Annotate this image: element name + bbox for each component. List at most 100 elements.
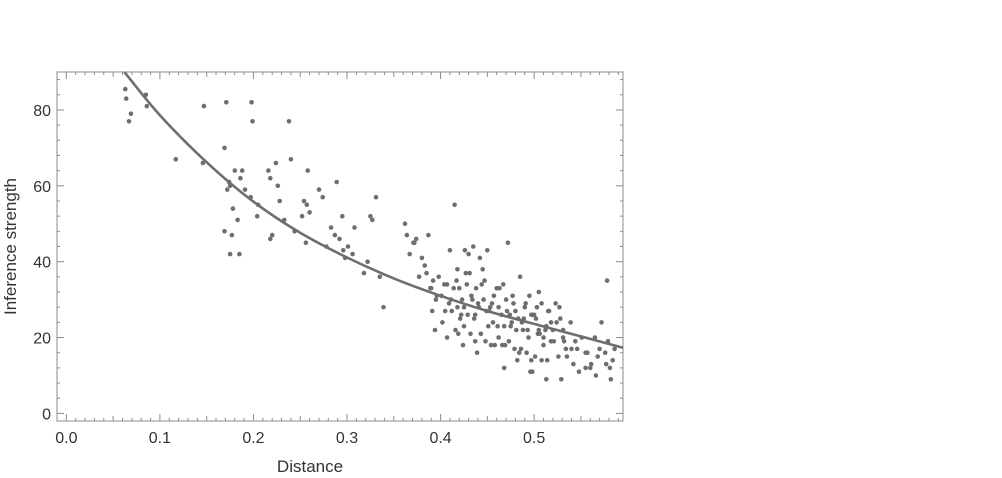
data-point [447,248,453,253]
data-point [304,202,310,208]
data-point [583,365,588,371]
data-point [254,213,260,219]
x-tick-label: 0.5 [523,430,545,447]
data-point [407,251,413,257]
axis-ticks [57,72,623,421]
data-point [301,198,307,204]
data-point [533,316,539,321]
data-point [490,320,496,325]
data-point [433,297,439,302]
data-point [268,236,273,242]
data-point [556,354,561,359]
data-point [426,232,431,238]
data-point [449,308,455,314]
data-point [239,168,245,173]
data-point [249,100,254,105]
data-point [569,346,574,352]
data-point [250,119,255,124]
data-point [299,213,305,219]
data-point [475,301,481,306]
data-point [491,293,497,299]
data-point [472,312,478,318]
data-point [544,377,549,382]
data-point [457,316,463,321]
data-point [511,301,516,306]
data-point [454,278,459,283]
data-point [456,331,461,337]
data-point [225,187,230,192]
data-point [483,339,488,344]
data-point [509,320,514,325]
data-point [576,369,582,375]
data-point [608,377,614,382]
data-point [227,251,233,257]
data-point [482,278,487,283]
data-point [462,248,468,253]
data-point [457,285,462,291]
data-point [128,111,134,116]
y-tick-label: 0 [42,406,51,423]
data-point [275,183,281,189]
data-point [588,365,593,371]
x-tick-label: 0.3 [336,430,358,447]
data-point [429,308,435,314]
data-point [266,168,271,173]
data-point [422,263,428,268]
data-point [419,255,425,261]
y-tick-label: 60 [33,179,51,196]
data-point [557,304,562,310]
data-point [288,157,294,162]
data-point [316,187,322,192]
data-point [543,327,548,333]
data-point [232,168,238,173]
fit-curve [123,71,624,350]
data-point [501,323,507,329]
data-point [508,323,513,329]
data-point [460,342,466,348]
data-point [527,293,532,299]
data-point [222,145,227,151]
data-point [455,267,460,272]
data-point [222,229,227,234]
x-tick-label: 0.0 [55,430,77,447]
data-point [506,339,512,344]
tick-labels: 0.0 0.1 0.2 0.3 0.4 0.5 0 20 40 60 80 [33,103,545,447]
data-point [563,346,569,352]
data-point [229,232,235,238]
data-point [517,274,523,280]
data-point [286,119,292,124]
data-point [539,301,544,306]
data-point [558,316,563,321]
data-point [413,236,419,242]
data-point [453,327,458,333]
data-point [561,339,567,344]
data-point [536,327,542,333]
data-point [458,312,464,318]
data-point [416,274,422,280]
data-point [571,361,576,367]
data-point [455,304,460,310]
data-point [524,350,529,356]
x-axis-title: Distance [277,457,343,476]
data-point [466,251,471,257]
data-point [123,96,129,101]
data-point [464,282,470,287]
data-point [451,285,457,291]
data-point [126,119,132,124]
data-point [345,244,351,249]
data-point [523,301,528,306]
data-point [242,187,248,192]
data-point [452,202,457,208]
data-point [487,304,493,310]
data-point [568,320,573,325]
data-point [548,320,554,325]
data-point [474,350,480,356]
data-point [514,327,519,333]
data-point [412,240,417,245]
data-point [173,157,179,162]
data-point [465,312,471,318]
data-point [607,365,613,371]
data-point [467,270,472,276]
data-point [459,297,465,302]
